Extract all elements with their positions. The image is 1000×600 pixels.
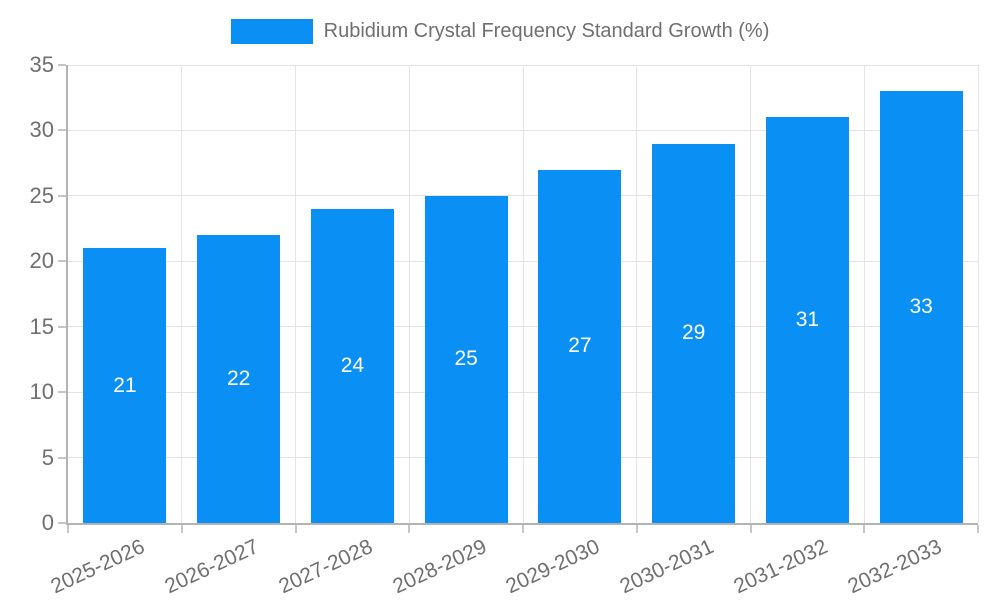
chart-legend[interactable]: Rubidium Crystal Frequency Standard Grow…: [0, 19, 1000, 44]
y-axis-line: [66, 65, 68, 523]
x-axis-tick-label: 2026-2027: [161, 535, 263, 599]
bar[interactable]: 21: [83, 248, 167, 523]
x-axis-tick: [408, 525, 411, 533]
bar[interactable]: 24: [310, 208, 394, 523]
bar[interactable]: 33: [879, 91, 963, 523]
x-axis-tick: [863, 525, 866, 533]
x-axis-tick: [67, 525, 69, 533]
bar[interactable]: 31: [765, 117, 849, 523]
x-axis-tick: [749, 525, 752, 533]
y-axis-tick-label: 35: [29, 52, 54, 77]
bar-value-label: 29: [681, 321, 706, 345]
x-axis-tick: [522, 525, 524, 533]
bar-value-label: 21: [113, 373, 137, 397]
x-axis-line: [66, 523, 978, 525]
legend-swatch[interactable]: [230, 19, 313, 44]
x-axis-tick: [635, 525, 638, 533]
y-axis-tick: [58, 260, 66, 263]
gridline-vertical: [977, 65, 979, 523]
x-axis-tick: [180, 525, 183, 533]
y-axis-tick: [58, 64, 66, 66]
plot-area: 0 5 10 15 20 25 30 35 21 2025-2026 22 2026-2027 24 20…: [30, 52, 979, 598]
y-axis-tick-label: 15: [29, 313, 54, 339]
legend-label: Rubidium Crystal Frequency Standard Grow…: [323, 20, 770, 42]
bar[interactable]: 27: [538, 169, 622, 523]
y-axis-tick-label: 25: [29, 182, 54, 208]
bar-value-label: 24: [340, 353, 365, 377]
gridline-vertical: [295, 65, 296, 523]
x-axis-tick-label: 2025-2026: [47, 535, 149, 599]
x-axis-tick-label: 2030-2031: [616, 535, 718, 599]
gridline-vertical: [863, 65, 865, 523]
y-axis-tick: [58, 194, 66, 197]
gridline-vertical: [636, 65, 638, 523]
x-axis-tick: [977, 525, 979, 533]
y-axis-tick: [58, 129, 66, 132]
y-axis-tick-label: 0: [41, 510, 54, 535]
bar-value-label: 25: [454, 347, 478, 371]
x-axis-tick-label: 2032-2033: [844, 535, 945, 599]
bar[interactable]: 22: [197, 235, 281, 523]
x-axis-tick-label: 2027-2028: [275, 535, 377, 599]
bar-value-label: 33: [909, 295, 933, 319]
bar-value-label: 31: [795, 308, 820, 332]
x-axis-tick-label: 2031-2032: [730, 535, 832, 599]
gridline-vertical: [408, 65, 410, 523]
gridline-vertical: [181, 65, 183, 523]
y-axis-tick: [58, 456, 66, 459]
y-axis-tick: [58, 522, 66, 524]
gridline-vertical: [750, 65, 751, 523]
gridline-vertical: [522, 65, 524, 523]
y-axis-tick-label: 10: [29, 379, 54, 405]
bar[interactable]: 25: [424, 195, 508, 523]
y-axis-tick: [58, 325, 66, 328]
bar-value-label: 22: [226, 367, 251, 391]
x-axis-tick-label: 2029-2030: [502, 535, 604, 599]
y-axis-tick-label: 30: [29, 117, 54, 143]
x-axis-tick: [294, 525, 297, 533]
bar[interactable]: 29: [652, 143, 736, 523]
bar-value-label: 27: [568, 334, 592, 358]
y-axis-tick-label: 20: [29, 248, 54, 274]
x-axis-tick-label: 2028-2029: [389, 535, 490, 599]
y-axis-tick-label: 5: [41, 444, 54, 470]
y-axis-tick: [58, 391, 66, 394]
